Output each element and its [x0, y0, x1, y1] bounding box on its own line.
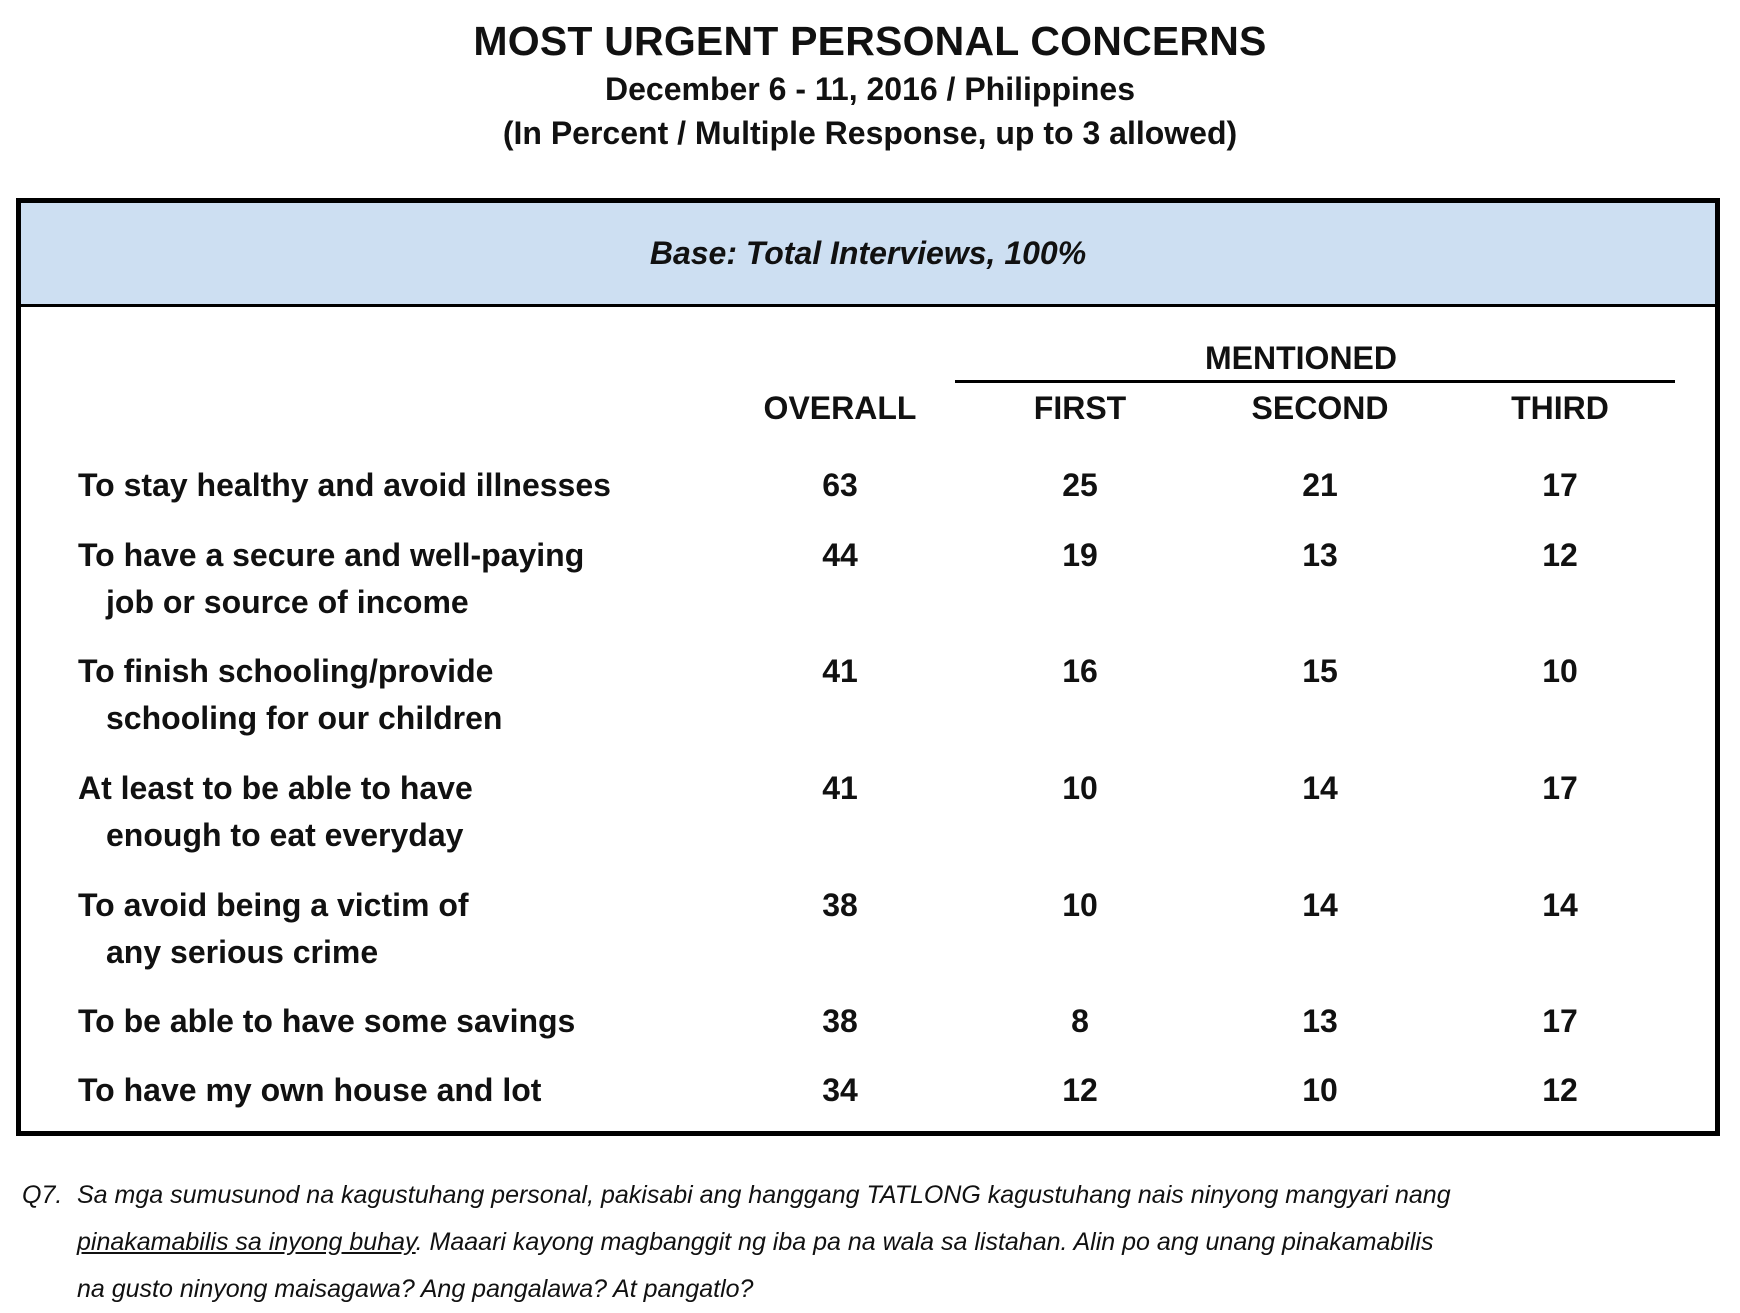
cell-third: 12 [1542, 1072, 1578, 1108]
cell-first: 25 [1062, 467, 1098, 503]
cell-second: 14 [1302, 770, 1338, 806]
cell-overall: 38 [822, 887, 858, 923]
row-label-line-1: At least to be able to have [78, 770, 473, 806]
row-label-line-1: To finish schooling/provide [78, 653, 494, 689]
footnote-underlined-text: pinakamabilis sa inyong buhay [77, 1228, 416, 1256]
row-label: At least to be able to have enough to eat… [78, 765, 698, 859]
row-label-line-1: To avoid being a victim of [78, 887, 469, 923]
cell-overall: 41 [822, 770, 858, 806]
base-label: Base: Total Interviews, 100% [649, 235, 1087, 271]
row-label-line-2: schooling for our children [106, 700, 503, 736]
cell-first: 8 [1071, 1003, 1089, 1039]
row-label-line-1: To stay healthy and avoid illnesses [78, 467, 611, 503]
row-label-line-1: To have my own house and lot [78, 1072, 542, 1108]
subtitle-dates: December 6 - 11, 2016 / Philippines [604, 71, 1136, 107]
cell-second: 13 [1302, 1003, 1338, 1039]
column-header-second: SECOND [1251, 390, 1389, 426]
page-title: MOST URGENT PERSONAL CONCERNS [473, 18, 1267, 64]
footnote: Q7. Sa mga sumusunod na kagustuhang perso… [22, 1172, 1712, 1313]
cell-first: 19 [1062, 537, 1098, 573]
footnote-line-2-rest: . Maaari kayong magbanggit ng iba pa na … [415, 1228, 1434, 1256]
table-frame: Base: Total Interviews, 100% [16, 198, 1720, 1136]
row-label-line-1: To be able to have some savings [78, 1003, 576, 1039]
cell-second: 15 [1302, 653, 1338, 689]
cell-third: 17 [1542, 770, 1578, 806]
row-label: To stay healthy and avoid illnesses [78, 462, 698, 509]
mentioned-header: MENTIONED [1205, 340, 1397, 376]
cell-first: 10 [1062, 887, 1098, 923]
row-label: To be able to have some savings [78, 998, 698, 1045]
cell-first: 12 [1062, 1072, 1098, 1108]
footnote-line-2: pinakamabilis sa inyong buhay. Maaari ka… [22, 1219, 1712, 1266]
cell-first: 10 [1062, 770, 1098, 806]
cell-second: 21 [1302, 467, 1338, 503]
cell-second: 13 [1302, 537, 1338, 573]
row-label-line-2: enough to eat everyday [106, 817, 464, 853]
row-label-line-2: any serious crime [106, 934, 379, 970]
row-label-line-1: To have a secure and well-paying [78, 537, 585, 573]
cell-third: 17 [1542, 1003, 1578, 1039]
cell-overall: 34 [822, 1072, 858, 1108]
row-label: To finish schooling/provide schooling for… [78, 648, 698, 742]
row-label: To avoid being a victim of any serious cr… [78, 882, 698, 976]
row-label: To have a secure and well-paying job or s… [78, 532, 698, 626]
cell-third: 10 [1542, 653, 1578, 689]
column-header-third: THIRD [1511, 390, 1609, 426]
cell-overall: 44 [822, 537, 858, 573]
cell-third: 14 [1542, 887, 1578, 923]
mentioned-underline [955, 380, 1675, 383]
cell-overall: 63 [822, 467, 858, 503]
cell-third: 12 [1542, 537, 1578, 573]
cell-overall: 41 [822, 653, 858, 689]
row-label: To have my own house and lot [78, 1067, 698, 1114]
footnote-line-1: Sa mga sumusunod na kagustuhang personal… [77, 1181, 1451, 1209]
cell-first: 16 [1062, 653, 1098, 689]
cell-second: 10 [1302, 1072, 1338, 1108]
cell-third: 17 [1542, 467, 1578, 503]
cell-overall: 38 [822, 1003, 858, 1039]
cell-second: 14 [1302, 887, 1338, 923]
base-band: Base: Total Interviews, 100% [21, 203, 1715, 307]
column-header-overall: OVERALL [763, 390, 917, 426]
row-label-line-2: job or source of income [106, 584, 469, 620]
subtitle-note: (In Percent / Multiple Response, up to 3… [502, 115, 1238, 151]
footnote-line-3: na gusto ninyong maisagawa? Ang pangalaw… [77, 1275, 754, 1303]
column-header-first: FIRST [1033, 390, 1127, 426]
footnote-question-number: Q7. [22, 1181, 63, 1209]
